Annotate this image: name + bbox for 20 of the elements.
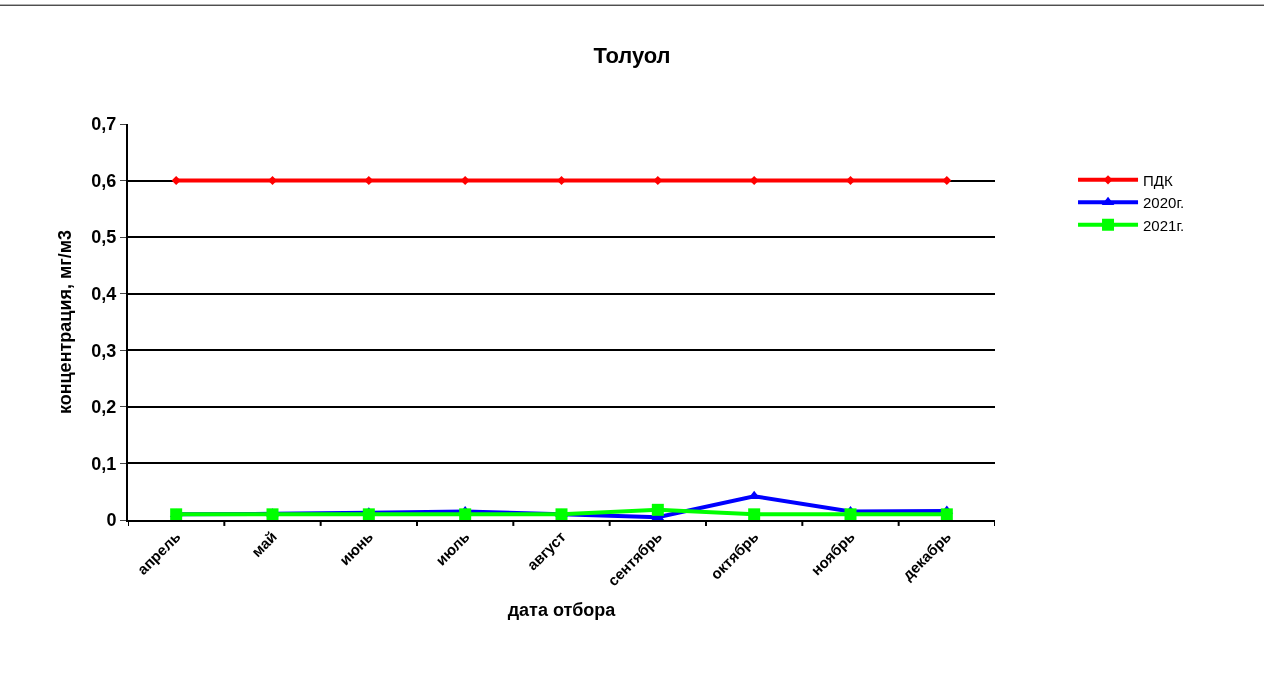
point: [748, 508, 761, 520]
y-axis-title: концентрация, мг/м3: [55, 229, 76, 415]
point: [651, 503, 664, 516]
y-tick-label: 0,6: [91, 170, 117, 191]
x-axis-title: дата отбора: [507, 599, 617, 620]
y-tick-label: 0,7: [91, 114, 117, 135]
point: [844, 508, 857, 520]
y-tick-label: 0,4: [91, 284, 117, 305]
legend-label: 2020г.: [1143, 194, 1185, 212]
point: [940, 508, 953, 520]
point: [362, 508, 375, 520]
legend-label: 2021г.: [1143, 216, 1185, 234]
y-tick-label: 0,5: [91, 227, 117, 248]
legend-label: ПДК: [1143, 171, 1173, 189]
y-tick-label: 0: [106, 510, 117, 531]
chart-title: Толуол: [593, 43, 671, 69]
point: [459, 508, 472, 520]
y-tick-label: 0,3: [91, 340, 117, 361]
y-tick-label: 0,1: [91, 453, 117, 474]
y-tick-label: 0,2: [91, 397, 117, 418]
